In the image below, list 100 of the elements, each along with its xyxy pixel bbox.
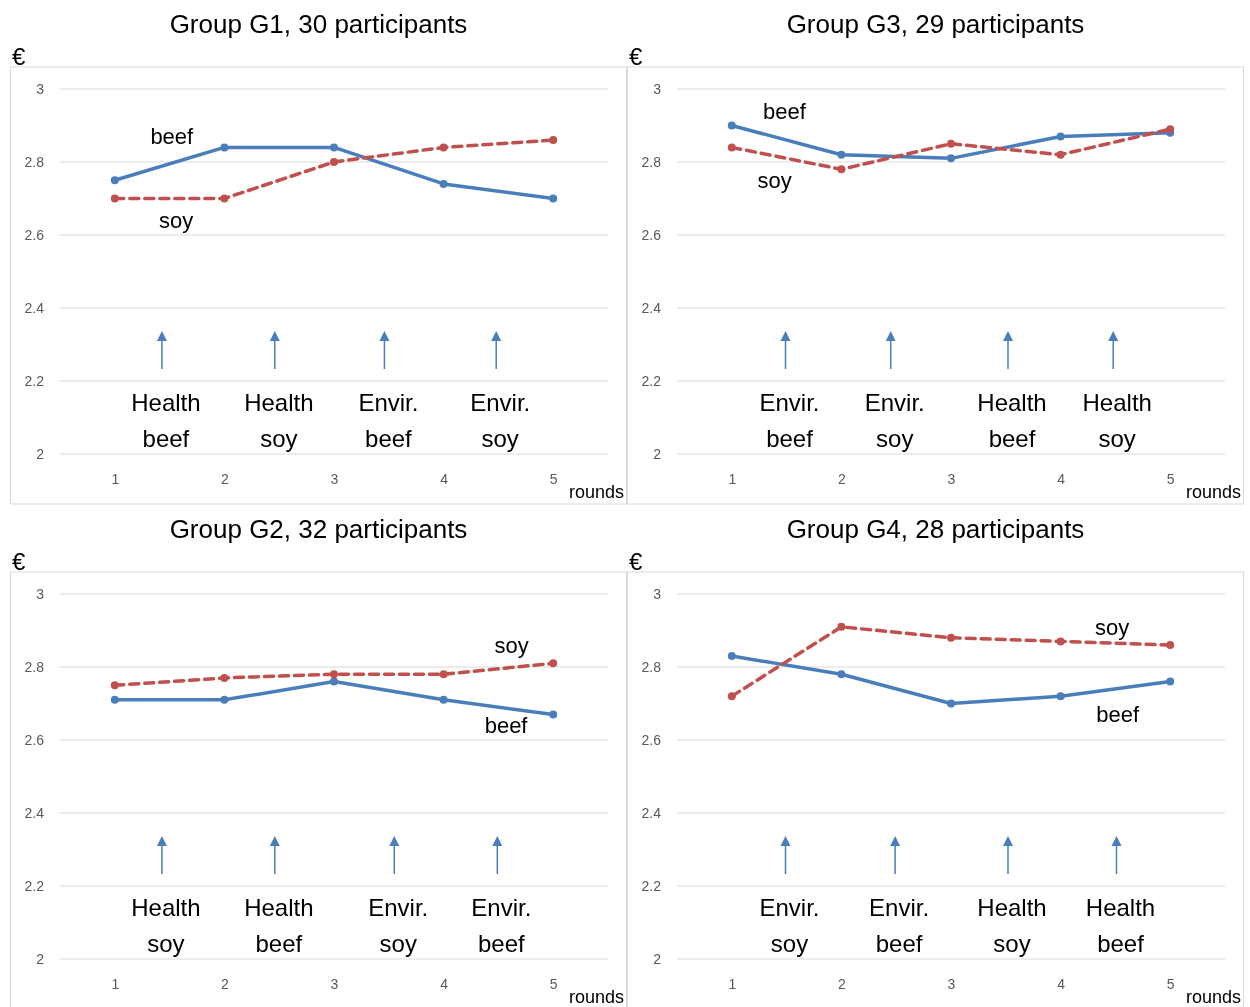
x-tick-label: 1 <box>111 470 120 487</box>
point <box>1056 692 1065 701</box>
annotation: Envir. beef <box>759 389 820 452</box>
y-axis-title: € <box>12 548 26 575</box>
point <box>947 633 955 642</box>
x-tick-label: 4 <box>440 975 449 992</box>
point <box>837 670 846 679</box>
y-tick-label: 2.4 <box>641 804 662 821</box>
annotation: Health beef <box>131 389 201 452</box>
series-label: beef <box>762 98 807 124</box>
series-label: beef <box>1096 702 1140 728</box>
point <box>110 194 119 203</box>
point <box>1166 641 1175 650</box>
x-tick-label: 4 <box>1057 975 1066 992</box>
annotation: Envir. beef <box>869 894 930 957</box>
x-axis-title: rounds <box>568 987 624 1007</box>
point <box>330 143 338 152</box>
point <box>439 695 448 704</box>
point <box>220 194 229 203</box>
annotation: Envir. soy <box>368 894 429 957</box>
point <box>220 695 229 704</box>
annotation: Health soy <box>1082 389 1152 452</box>
y-tick-label: 2.8 <box>641 153 662 170</box>
y-tick-label: 2.6 <box>641 226 662 243</box>
x-tick-label: 2 <box>838 470 846 487</box>
annotation: Health beef <box>977 389 1047 452</box>
y-tick-label: 2.2 <box>24 877 45 894</box>
series-label: soy <box>159 208 194 234</box>
point <box>947 699 955 708</box>
y-tick-label: 2 <box>653 445 662 462</box>
annotation: Health beef <box>244 894 314 957</box>
chart-title: Group G2, 32 participants <box>169 514 468 544</box>
y-tick-label: 2.4 <box>24 299 45 316</box>
annotation: Health soy <box>244 389 314 452</box>
x-tick-label: 5 <box>549 470 558 487</box>
y-tick-label: 2.6 <box>641 731 662 748</box>
annotation: Envir. soy <box>864 389 925 452</box>
x-tick-label: 5 <box>549 975 558 992</box>
annotation: Envir. beef <box>471 894 532 957</box>
x-tick-label: 5 <box>1166 975 1175 992</box>
point <box>947 154 955 163</box>
y-tick-label: 2.8 <box>641 658 662 675</box>
annotation: Health soy <box>977 894 1047 957</box>
x-tick-label: 1 <box>728 975 737 992</box>
y-tick-label: 3 <box>653 585 662 602</box>
x-tick-label: 5 <box>1166 470 1175 487</box>
point <box>439 143 448 152</box>
chart-title: Group G3, 29 participants <box>786 9 1085 39</box>
point <box>330 677 338 686</box>
point <box>837 150 846 159</box>
annotation: Envir. soy <box>470 389 531 452</box>
y-tick-label: 2 <box>36 950 45 967</box>
x-tick-label: 3 <box>330 975 339 992</box>
point <box>727 692 736 701</box>
point <box>220 673 229 682</box>
annotation: Envir. beef <box>358 389 419 452</box>
x-tick-label: 3 <box>947 975 956 992</box>
point <box>837 165 846 174</box>
series-label: beef <box>150 124 195 150</box>
point <box>330 158 338 166</box>
y-tick-label: 2.6 <box>24 226 45 243</box>
y-tick-label: 2.2 <box>641 372 662 389</box>
point <box>1056 637 1065 646</box>
y-tick-label: 2 <box>653 950 662 967</box>
point <box>439 670 448 679</box>
x-tick-label: 2 <box>838 975 846 992</box>
point <box>1056 150 1065 159</box>
x-tick-label: 1 <box>728 470 737 487</box>
annotation: Health soy <box>131 894 201 957</box>
y-tick-label: 2.2 <box>24 372 45 389</box>
y-tick-label: 3 <box>36 585 45 602</box>
annotation: Health beef <box>1085 894 1156 957</box>
point <box>837 622 846 631</box>
x-tick-label: 3 <box>330 470 339 487</box>
y-tick-label: 3 <box>653 80 662 97</box>
y-tick-label: 2.4 <box>24 804 45 821</box>
chart-title: Group G1, 30 participants <box>169 9 468 39</box>
y-tick-label: 2.8 <box>24 658 45 675</box>
x-tick-label: 2 <box>221 470 229 487</box>
point <box>549 194 558 203</box>
point <box>1166 677 1175 686</box>
y-axis-title: € <box>12 43 26 70</box>
point <box>110 681 119 690</box>
y-tick-label: 2.4 <box>641 299 662 316</box>
x-axis-title: rounds <box>1185 482 1241 502</box>
point <box>549 136 558 145</box>
x-axis-title: rounds <box>568 482 624 502</box>
point <box>549 710 558 719</box>
x-tick-label: 3 <box>947 470 956 487</box>
series-label: soy <box>757 167 792 193</box>
x-tick-label: 2 <box>221 975 229 992</box>
point <box>727 121 736 130</box>
point <box>947 139 955 148</box>
y-tick-label: 2.2 <box>641 877 662 894</box>
point <box>1056 132 1065 141</box>
point <box>549 659 558 668</box>
x-tick-label: 4 <box>440 470 449 487</box>
point <box>439 179 448 188</box>
x-axis-title: rounds <box>1185 987 1241 1007</box>
point <box>110 695 119 704</box>
